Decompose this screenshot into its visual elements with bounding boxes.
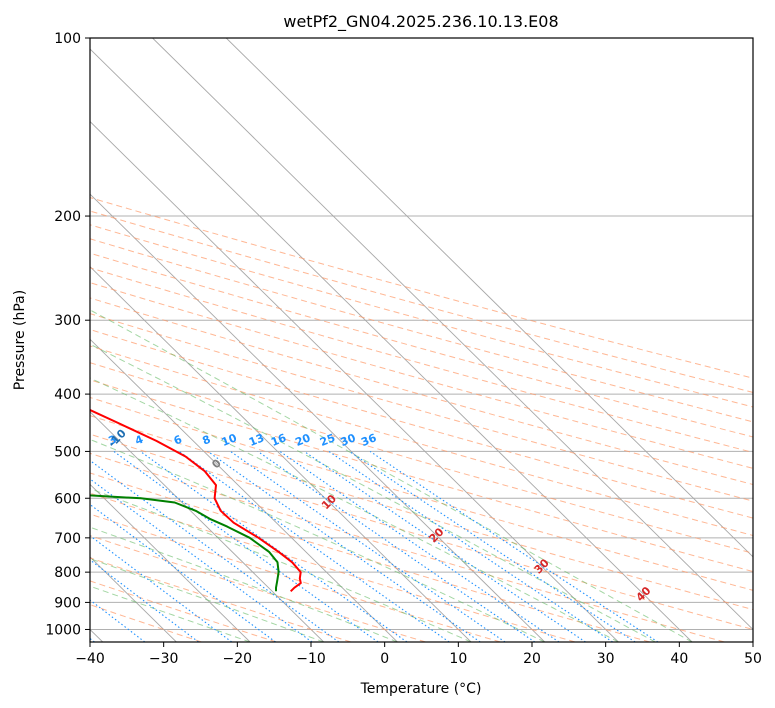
dry-adiabat xyxy=(90,433,753,631)
x-tick-label: −40 xyxy=(75,651,105,667)
mixing-ratio-label: 13 xyxy=(247,431,266,449)
x-axis-ticks: −40 −30 −20 −10 0 10 20 30 40 50 xyxy=(75,642,762,667)
mixing-ratio-line xyxy=(113,450,379,642)
dry-adiabat xyxy=(90,513,501,642)
mixing-ratio-label: 20 xyxy=(293,431,312,449)
moist-adiabat xyxy=(90,558,324,642)
y-axis-title: Pressure (hPa) xyxy=(12,290,28,390)
dry-adiabat xyxy=(90,379,753,573)
y-tick-label: 600 xyxy=(54,491,81,507)
dry-adiabat xyxy=(90,452,725,642)
dry-adiabat xyxy=(90,210,753,393)
dry-adiabat xyxy=(90,238,753,423)
x-tick-label: 30 xyxy=(597,651,615,667)
isotherm-line xyxy=(90,120,619,642)
chart-title: wetPf2_GN04.2025.236.10.13.E08 xyxy=(283,12,558,32)
isotherm-line xyxy=(90,338,398,642)
mixing-ratio-label: 3 xyxy=(106,433,118,448)
isotherm-line xyxy=(90,266,472,642)
moist-adiabat xyxy=(90,438,545,642)
x-tick-label: −10 xyxy=(296,651,326,667)
isotherm-line xyxy=(90,48,693,642)
x-tick-label: 20 xyxy=(523,651,541,667)
mixing-ratio-line xyxy=(279,450,560,642)
isotherm-line xyxy=(225,38,753,558)
x-tick-label: 10 xyxy=(449,651,467,667)
plot-area: 0.10.20.40.611.52346810131620253036 -100… xyxy=(90,38,753,642)
skewed-isotherms xyxy=(90,38,753,642)
dry-adiabats xyxy=(90,197,753,642)
x-tick-label: 40 xyxy=(670,651,688,667)
plot-frame xyxy=(89,37,754,643)
y-tick-label: 800 xyxy=(54,565,81,581)
pressure-gridlines xyxy=(90,38,753,630)
moist-adiabats xyxy=(90,309,693,642)
dry-adiabat xyxy=(90,267,753,453)
y-tick-label: 900 xyxy=(54,595,81,611)
dry-adiabat xyxy=(90,472,650,642)
mixing-ratio-label: 30 xyxy=(339,431,358,449)
x-tick-label: 50 xyxy=(744,651,762,667)
mixing-ratio-line xyxy=(207,450,481,642)
mixing-ratio-label: 36 xyxy=(359,431,378,449)
mixing-ratio-line xyxy=(140,450,408,642)
sounding-line-1 xyxy=(90,408,302,593)
y-axis-ticks: 100 200 300 400 500 600 700 800 900 1000 xyxy=(45,31,90,638)
y-tick-label: 200 xyxy=(54,209,81,225)
moist-adiabat xyxy=(90,377,619,642)
dry-adiabat xyxy=(90,197,753,379)
mixing-ratio-label: 25 xyxy=(318,431,337,449)
mixing-ratio-line xyxy=(328,450,613,642)
mixing-ratio-line xyxy=(90,535,233,642)
y-tick-label: 300 xyxy=(54,313,81,329)
isotherm-line xyxy=(90,411,325,642)
mixing-ratio-label: 16 xyxy=(269,431,288,449)
mixing-ratio-line xyxy=(230,450,506,642)
sounding-line-2 xyxy=(90,494,280,592)
mixing-ratio-line xyxy=(90,459,340,642)
y-tick-label: 500 xyxy=(54,444,81,460)
dry-adiabat xyxy=(90,580,277,642)
sounding-series xyxy=(90,408,302,593)
mixing-ratio-label: 10 xyxy=(220,431,239,449)
y-tick-label: 1000 xyxy=(45,622,81,638)
mixing-ratio-label: 8 xyxy=(200,433,212,448)
dry-adiabat xyxy=(90,362,753,554)
dry-adiabat xyxy=(90,396,753,591)
isotherm-line xyxy=(90,483,251,642)
x-tick-label: 0 xyxy=(380,651,389,667)
isotherm-line xyxy=(152,38,753,631)
x-axis-title: Temperature (°C) xyxy=(360,681,482,697)
mixing-ratio-lines xyxy=(90,450,659,642)
mixing-ratio-line xyxy=(90,478,313,642)
y-tick-label: 700 xyxy=(54,531,81,547)
x-tick-label: −20 xyxy=(223,651,253,667)
dry-adiabat xyxy=(90,313,753,502)
dry-adiabat xyxy=(90,415,753,611)
mixing-ratio-line xyxy=(369,450,659,642)
y-tick-label: 100 xyxy=(54,31,81,47)
y-tick-label: 400 xyxy=(54,387,81,403)
x-tick-label: −30 xyxy=(149,651,179,667)
